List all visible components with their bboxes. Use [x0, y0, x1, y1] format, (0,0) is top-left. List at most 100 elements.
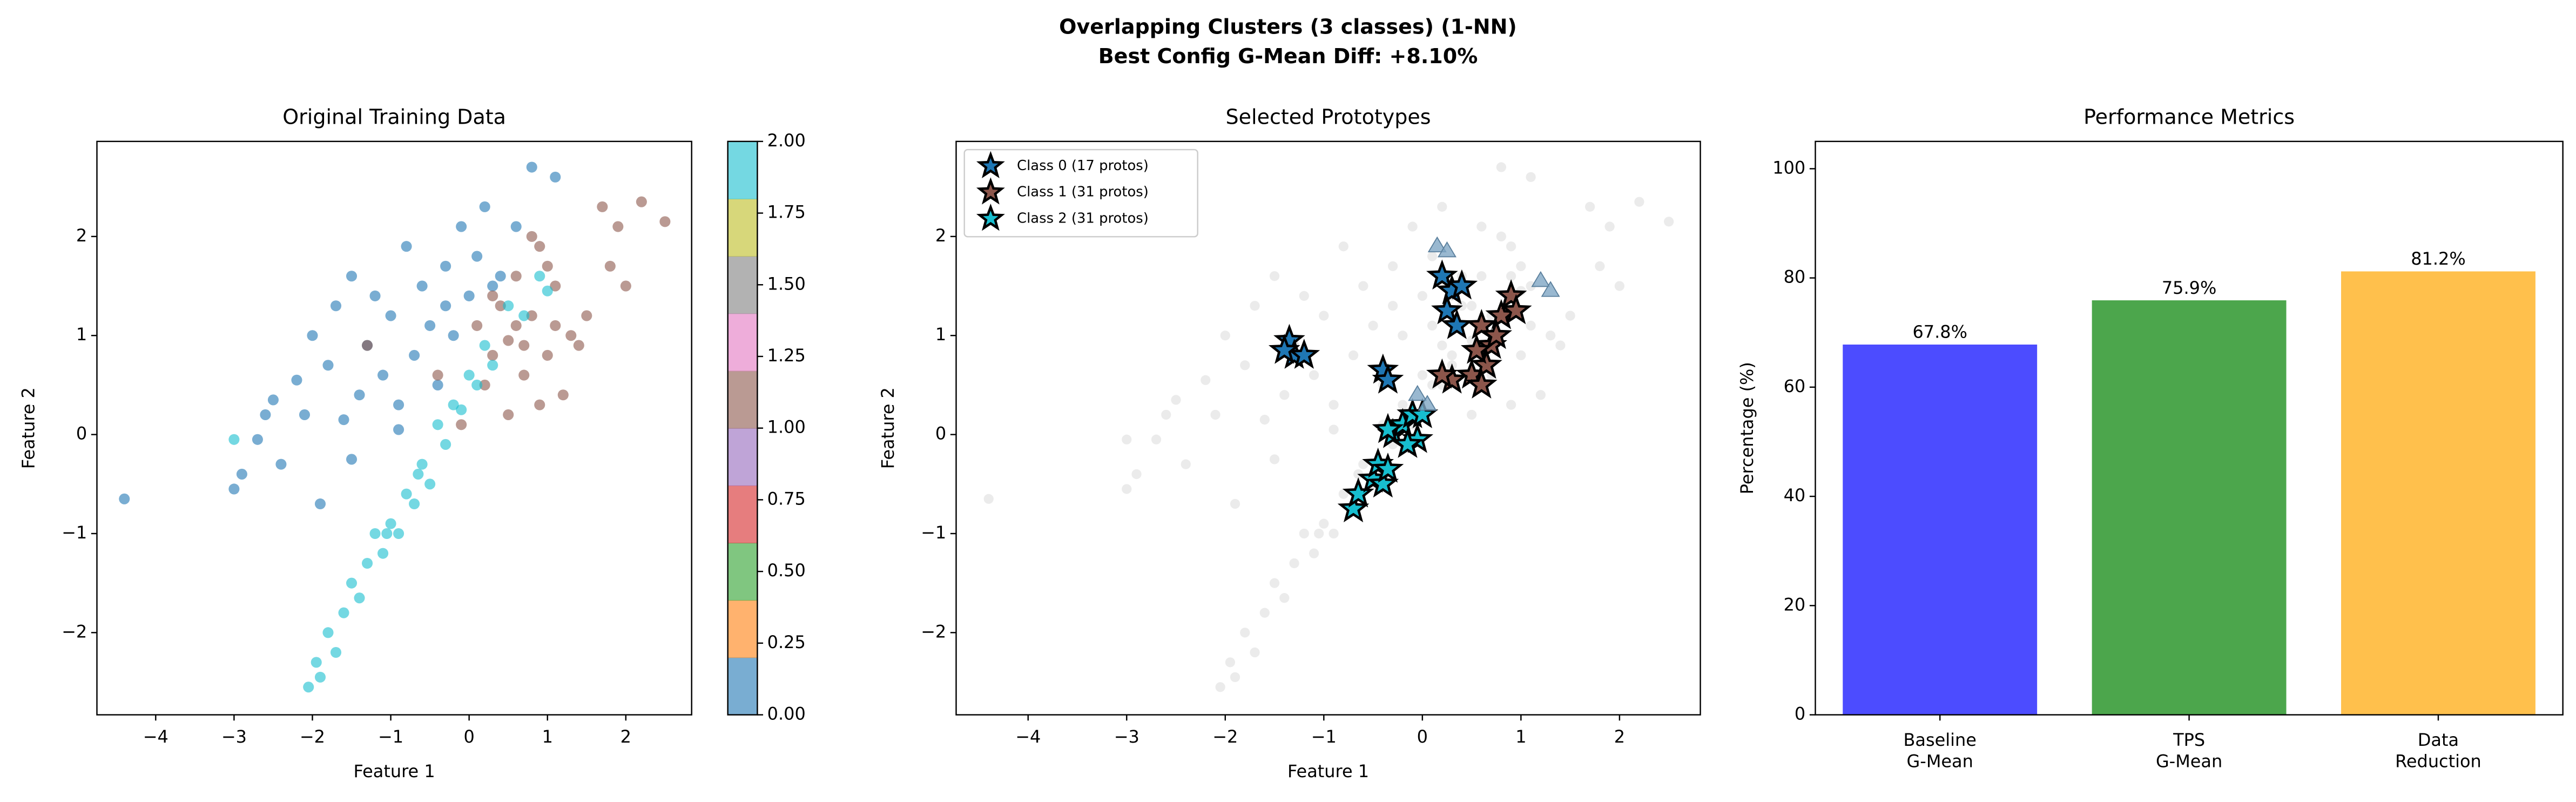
y-tick-label: 0: [76, 423, 87, 444]
axes-title: Performance Metrics: [2083, 105, 2295, 129]
data-point: [401, 488, 412, 500]
background-point: [1225, 657, 1236, 668]
data-point: [471, 379, 483, 390]
figure-title: Overlapping Clusters (3 classes) (1-NN): [1059, 15, 1517, 38]
figure-subtitle: Best Config G-Mean Diff: +8.10%: [1098, 44, 1478, 68]
background-point: [1427, 251, 1438, 261]
data-point: [604, 260, 616, 272]
colorbar-tick-label: 0.50: [767, 560, 806, 581]
data-point: [471, 320, 483, 331]
background-point: [1161, 409, 1171, 420]
data-point: [495, 271, 506, 282]
data-point: [416, 459, 428, 470]
colorbar-band: [727, 657, 758, 716]
background-point: [1417, 370, 1427, 380]
data-point: [401, 241, 412, 252]
prototype-star: [1342, 477, 1374, 508]
colorbar-tick-label: 0.75: [767, 488, 806, 509]
legend-marker: [976, 177, 1005, 205]
y-tick-label: −1: [921, 522, 946, 543]
data-point: [542, 349, 553, 361]
data-point: [346, 577, 358, 589]
y-tick-label: 1: [76, 324, 87, 345]
data-point: [228, 434, 240, 445]
x-tick-label: −2: [1212, 726, 1238, 747]
background-point: [1496, 231, 1506, 242]
background-point: [1604, 221, 1615, 232]
data-point: [432, 419, 443, 430]
x-tick-label: TPS G-Mean: [2156, 730, 2222, 772]
background-point: [1259, 414, 1270, 425]
background-point: [1595, 261, 1605, 272]
data-point: [518, 310, 530, 321]
background-point: [1398, 331, 1408, 341]
background-point: [1466, 409, 1477, 420]
data-point: [385, 518, 396, 529]
background-point: [1427, 320, 1438, 331]
data-point: [409, 349, 420, 361]
bar: [2341, 271, 2535, 715]
data-point: [487, 280, 498, 292]
x-tick-label: 0: [1417, 726, 1428, 747]
prototype-star: [1372, 363, 1404, 394]
y-tick-label: 100: [1772, 157, 1805, 178]
background-point: [1398, 400, 1408, 410]
x-tick-label: −1: [1311, 726, 1337, 747]
data-point: [314, 671, 326, 683]
y-tick-label: 80: [1784, 267, 1806, 287]
data-point: [636, 196, 647, 207]
data-point: [620, 280, 631, 292]
x-tick-label: 0: [463, 726, 474, 747]
background-point: [1506, 271, 1516, 281]
y-tick-label: 0: [1795, 704, 1805, 724]
background-point: [1634, 197, 1644, 207]
data-point: [377, 369, 389, 381]
colorbar-band: [727, 141, 758, 199]
colorbar-band: [727, 313, 758, 372]
y-tick-label: −2: [62, 621, 87, 642]
y-axis-label: Feature 2: [18, 387, 39, 469]
prototype-star: [1446, 269, 1478, 300]
background-point: [1358, 281, 1368, 291]
data-point: [456, 404, 467, 415]
background-point: [1407, 221, 1418, 232]
data-point: [275, 459, 287, 470]
background-point: [1476, 271, 1487, 281]
data-point: [503, 409, 514, 420]
background-point: [1476, 221, 1487, 232]
x-tick-label: 2: [621, 726, 631, 747]
background-point: [1230, 498, 1240, 509]
background-point: [1387, 261, 1398, 272]
data-point: [338, 414, 349, 426]
x-tick-label: 2: [1614, 726, 1625, 747]
data-point: [479, 340, 490, 351]
data-point: [369, 528, 381, 540]
colorbar-band: [727, 543, 758, 601]
legend-label: Class 0 (17 protos): [1017, 158, 1149, 174]
legend-marker: [976, 204, 1005, 231]
data-point: [565, 330, 577, 341]
background-point: [1171, 395, 1181, 405]
data-point: [432, 379, 443, 390]
data-point: [471, 251, 483, 262]
colorbar-tick-label: 0.00: [767, 704, 806, 724]
background-point: [1240, 360, 1250, 370]
data-point: [510, 320, 522, 331]
data-point: [291, 374, 302, 386]
background-point: [1614, 281, 1625, 291]
data-point: [526, 161, 537, 173]
data-point: [487, 290, 498, 301]
prototype-star: [1288, 339, 1320, 369]
colorbar-band: [727, 199, 758, 257]
colorbar-band: [727, 428, 758, 486]
data-point: [518, 369, 530, 381]
data-point: [409, 498, 420, 510]
colorbar-band: [727, 256, 758, 314]
y-tick-label: 60: [1784, 376, 1806, 396]
data-point: [377, 548, 389, 559]
data-point: [440, 300, 451, 312]
background-point: [1516, 261, 1526, 272]
data-point: [330, 646, 342, 658]
legend-label: Class 2 (31 protos): [1017, 210, 1149, 226]
background-point: [1555, 340, 1566, 351]
